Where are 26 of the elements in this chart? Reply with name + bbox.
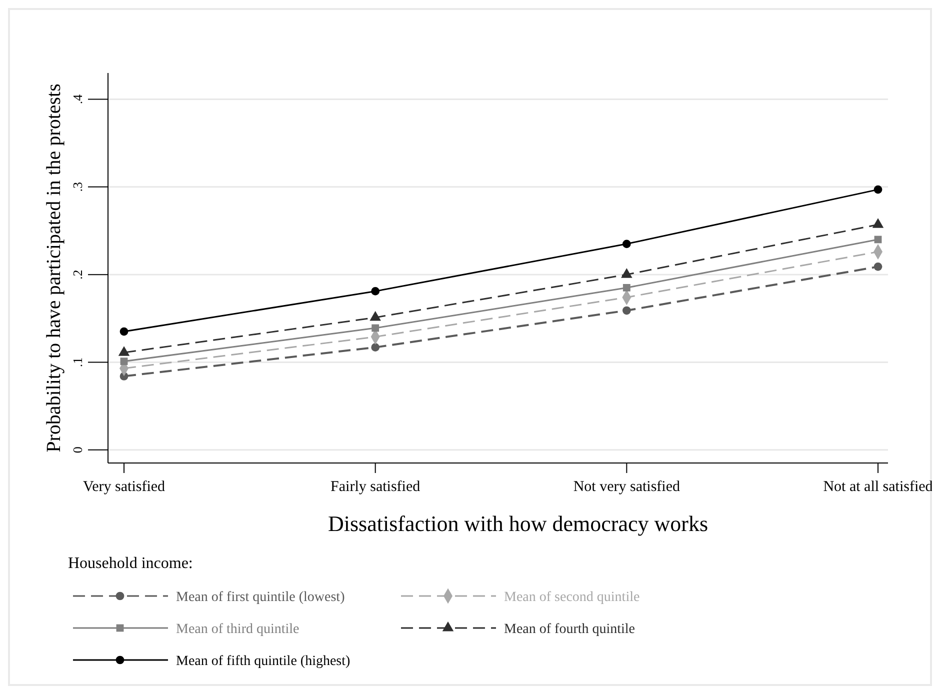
point bbox=[622, 240, 631, 248]
y-tick-label: 0 bbox=[70, 446, 85, 454]
y-tick-label: .3 bbox=[70, 182, 85, 192]
point bbox=[874, 185, 882, 194]
point bbox=[120, 358, 128, 366]
point bbox=[622, 284, 630, 292]
text: Mean of third quintile bbox=[176, 622, 300, 637]
point bbox=[120, 327, 128, 336]
point bbox=[372, 324, 380, 332]
y-tick-label: .2 bbox=[70, 270, 85, 280]
x-tick-label: Fairly satisfied bbox=[330, 479, 421, 495]
y-axis-title: Probability to have participated in the protests bbox=[43, 83, 65, 452]
x-tick-label: Very satisfied bbox=[82, 479, 166, 495]
text: Mean of fifth quintile (highest) bbox=[176, 654, 351, 669]
x-tick-label: Not very satisfied bbox=[573, 479, 680, 495]
x-axis-title: Dissatisfaction with how democracy works bbox=[328, 511, 708, 536]
y-tick-label: .1 bbox=[70, 357, 85, 368]
legend-title: Household income: bbox=[68, 555, 193, 572]
point bbox=[874, 262, 882, 271]
y-tick-label: .4 bbox=[70, 94, 85, 104]
text: Mean of fourth quintile bbox=[504, 622, 636, 637]
point bbox=[371, 287, 380, 296]
point bbox=[371, 343, 380, 352]
text: Mean of first quintile (lowest) bbox=[176, 590, 346, 605]
text: Mean of second quintile bbox=[504, 590, 640, 605]
point bbox=[622, 306, 631, 315]
